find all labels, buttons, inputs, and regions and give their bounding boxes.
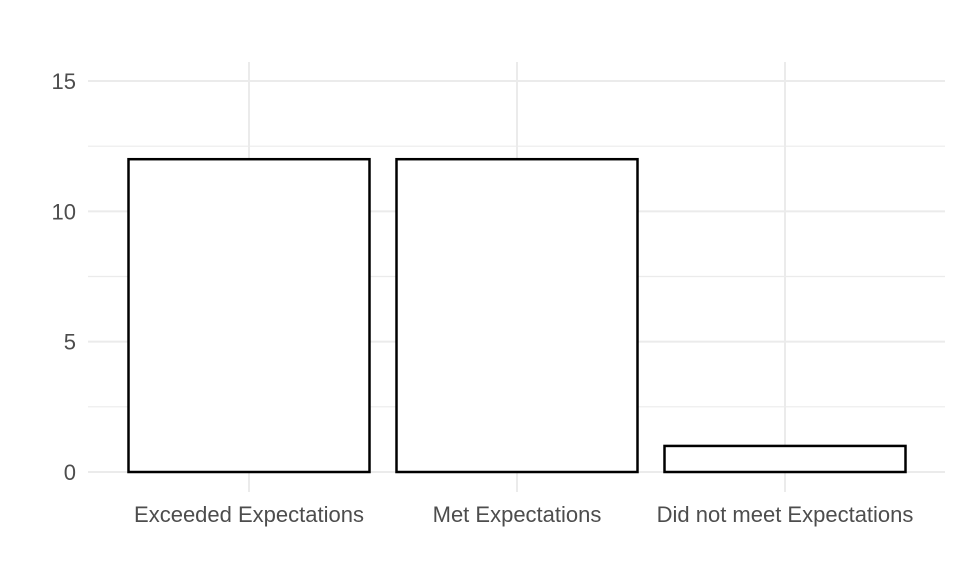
x-tick-label: Exceeded Expectations (134, 502, 364, 527)
x-axis-ticks: Exceeded Expectations Met Expectations Did… (134, 502, 913, 527)
x-tick-label: Met Expectations (433, 502, 602, 527)
bar (127, 157, 371, 474)
x-tick-label: Did not meet Expectations (657, 502, 914, 527)
y-tick-label: 0 (64, 460, 76, 485)
y-tick-label: 15 (52, 69, 76, 94)
y-axis-ticks: 0 5 10 15 (52, 69, 76, 485)
y-tick-label: 10 (52, 199, 76, 224)
bar (395, 157, 639, 474)
y-tick-label: 5 (64, 330, 76, 355)
bars (127, 157, 907, 474)
bar (663, 444, 907, 474)
